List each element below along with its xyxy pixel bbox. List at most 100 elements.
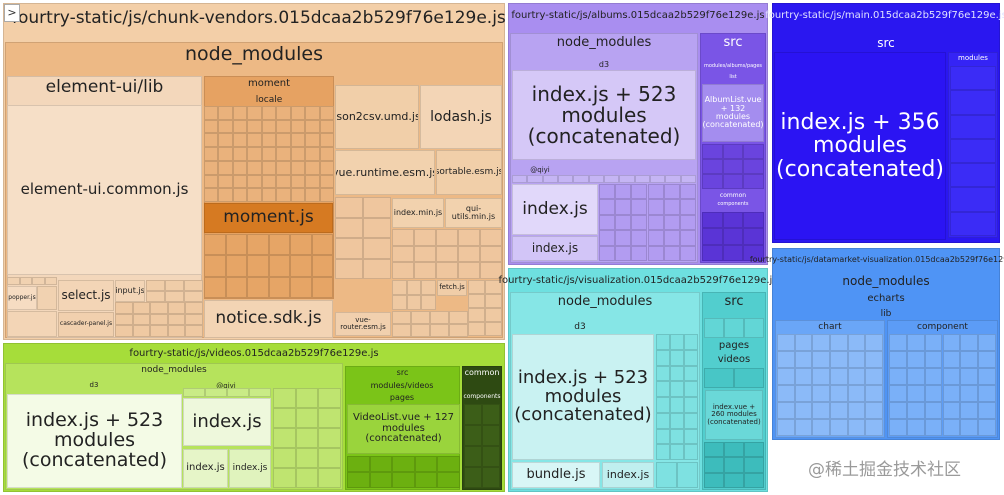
module-cell[interactable] [185, 325, 203, 337]
module-cell[interactable] [204, 276, 226, 298]
module-cell[interactable] [218, 160, 233, 175]
module-cell[interactable] [679, 199, 696, 215]
module-cell[interactable] [115, 325, 133, 337]
module-cell[interactable] [247, 255, 269, 277]
module-cell[interactable] [421, 280, 436, 295]
module-cell[interactable] [615, 245, 632, 261]
module-cell[interactable] [165, 291, 184, 302]
module-cell[interactable] [319, 147, 334, 161]
module-cell[interactable] [225, 234, 247, 256]
module-cell[interactable] [679, 184, 696, 200]
module-cell[interactable] [924, 334, 943, 351]
module-cell[interactable] [684, 444, 698, 460]
module-cell[interactable] [656, 381, 670, 397]
module-cell[interactable] [7, 311, 57, 337]
module-cell[interactable] [167, 313, 186, 326]
module-cell[interactable] [273, 448, 296, 468]
module-cell[interactable] [290, 174, 306, 189]
module-cell[interactable] [363, 197, 391, 218]
module-cell[interactable] [950, 163, 996, 188]
module-cell[interactable] [906, 402, 925, 419]
module-cell[interactable] [218, 119, 233, 134]
module-cell[interactable] [290, 160, 306, 175]
module-cell[interactable] [647, 199, 664, 215]
module-cell[interactable] [232, 106, 248, 120]
module-cell[interactable] [812, 402, 830, 419]
module-cell[interactable] [319, 174, 334, 189]
module-cell[interactable] [722, 212, 744, 229]
module-cell[interactable] [599, 199, 616, 215]
module-cell[interactable] [218, 133, 233, 148]
module-cell[interactable] [482, 425, 500, 446]
module-cell[interactable] [656, 365, 670, 382]
module-cell[interactable] [960, 334, 979, 351]
module-cell[interactable] [392, 295, 407, 310]
module-cell[interactable] [290, 119, 306, 134]
module-cell[interactable] [684, 365, 698, 382]
module-box[interactable]: index.js [229, 449, 271, 488]
module-cell[interactable] [449, 324, 468, 337]
module-cell[interactable] [437, 456, 460, 472]
module-cell[interactable] [599, 214, 616, 231]
module-cell[interactable] [318, 388, 341, 408]
module-cell[interactable] [704, 368, 734, 388]
module-cell[interactable] [960, 385, 979, 402]
module-cell[interactable] [942, 419, 961, 436]
module-cell[interactable] [464, 446, 482, 467]
module-cell[interactable] [663, 184, 680, 200]
module-cell[interactable] [218, 174, 233, 189]
module-cell[interactable] [722, 228, 744, 245]
module-cell[interactable] [165, 280, 184, 291]
module-cell[interactable] [679, 214, 696, 231]
module-cell[interactable] [204, 174, 219, 189]
module-cell[interactable] [527, 175, 543, 183]
module-cell[interactable] [942, 368, 961, 385]
module-cell[interactable] [865, 402, 883, 419]
module-cell[interactable] [32, 277, 45, 285]
module-cell[interactable] [656, 349, 670, 366]
module-cell[interactable] [227, 388, 249, 397]
module-cell[interactable] [363, 217, 391, 238]
module-cell[interactable] [204, 255, 226, 277]
module-cell[interactable] [950, 66, 996, 91]
module-cell[interactable] [865, 334, 883, 351]
module-box[interactable]: input.js [115, 280, 145, 302]
module-box[interactable]: index.vue + 260 modules (concatenated) [705, 390, 763, 440]
module-cell[interactable] [656, 428, 670, 445]
module-cell[interactable] [830, 368, 848, 385]
module-cell[interactable] [232, 174, 248, 189]
module-cell[interactable] [663, 214, 680, 231]
module-cell[interactable] [185, 313, 203, 326]
module-cell[interactable] [777, 351, 795, 368]
module-cell[interactable] [19, 277, 32, 285]
module-cell[interactable] [319, 119, 334, 134]
module-cell[interactable] [305, 106, 320, 120]
module-cell[interactable] [670, 349, 684, 366]
module-cell[interactable] [225, 255, 247, 277]
module-cell[interactable] [335, 217, 363, 238]
module-box[interactable]: index.js + 523 modules (concatenated) [7, 394, 182, 488]
module-cell[interactable] [406, 295, 422, 310]
module-cell[interactable] [794, 351, 813, 368]
module-cell[interactable] [185, 302, 203, 314]
module-cell[interactable] [679, 230, 696, 246]
module-cell[interactable] [335, 258, 363, 279]
module-cell[interactable] [261, 133, 277, 148]
module-cell[interactable] [218, 147, 233, 161]
module-cell[interactable] [777, 402, 795, 419]
module-cell[interactable] [942, 351, 961, 368]
module-cell[interactable] [247, 276, 269, 298]
module-cell[interactable] [847, 334, 866, 351]
module-cell[interactable] [247, 147, 262, 161]
module-cell[interactable] [599, 184, 616, 200]
module-cell[interactable] [704, 457, 724, 473]
module-cell[interactable] [978, 385, 996, 402]
module-cell[interactable] [318, 408, 341, 428]
module-cell[interactable] [276, 106, 291, 120]
module-cell[interactable] [670, 381, 684, 397]
module-box[interactable]: vue.runtime.esm.js [335, 150, 435, 195]
module-cell[interactable] [950, 90, 996, 115]
module-cell[interactable] [276, 174, 291, 189]
module-cell[interactable] [684, 334, 698, 350]
module-cell[interactable] [722, 159, 744, 174]
